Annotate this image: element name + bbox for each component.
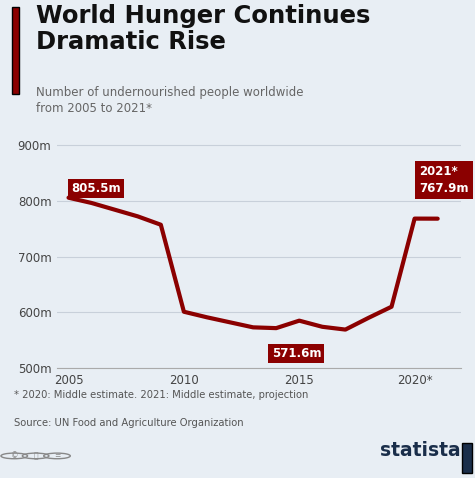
Text: 2021*
767.9m: 2021* 767.9m [419, 165, 469, 195]
FancyBboxPatch shape [12, 7, 19, 94]
Text: ⓘ: ⓘ [33, 451, 38, 460]
Text: * 2020: Middle estimate. 2021: Middle estimate, projection: * 2020: Middle estimate. 2021: Middle es… [14, 390, 309, 400]
Text: 805.5m: 805.5m [71, 182, 121, 195]
Text: Source: UN Food and Agriculture Organization: Source: UN Food and Agriculture Organiza… [14, 418, 244, 428]
Text: Number of undernourished people worldwide
from 2005 to 2021*: Number of undernourished people worldwid… [36, 86, 303, 115]
Text: 571.6m: 571.6m [272, 347, 321, 360]
FancyBboxPatch shape [462, 443, 472, 473]
Text: World Hunger Continues
Dramatic Rise: World Hunger Continues Dramatic Rise [36, 4, 370, 54]
Text: =: = [54, 451, 60, 460]
Text: ©: © [10, 451, 18, 460]
Text: statista: statista [380, 441, 461, 460]
